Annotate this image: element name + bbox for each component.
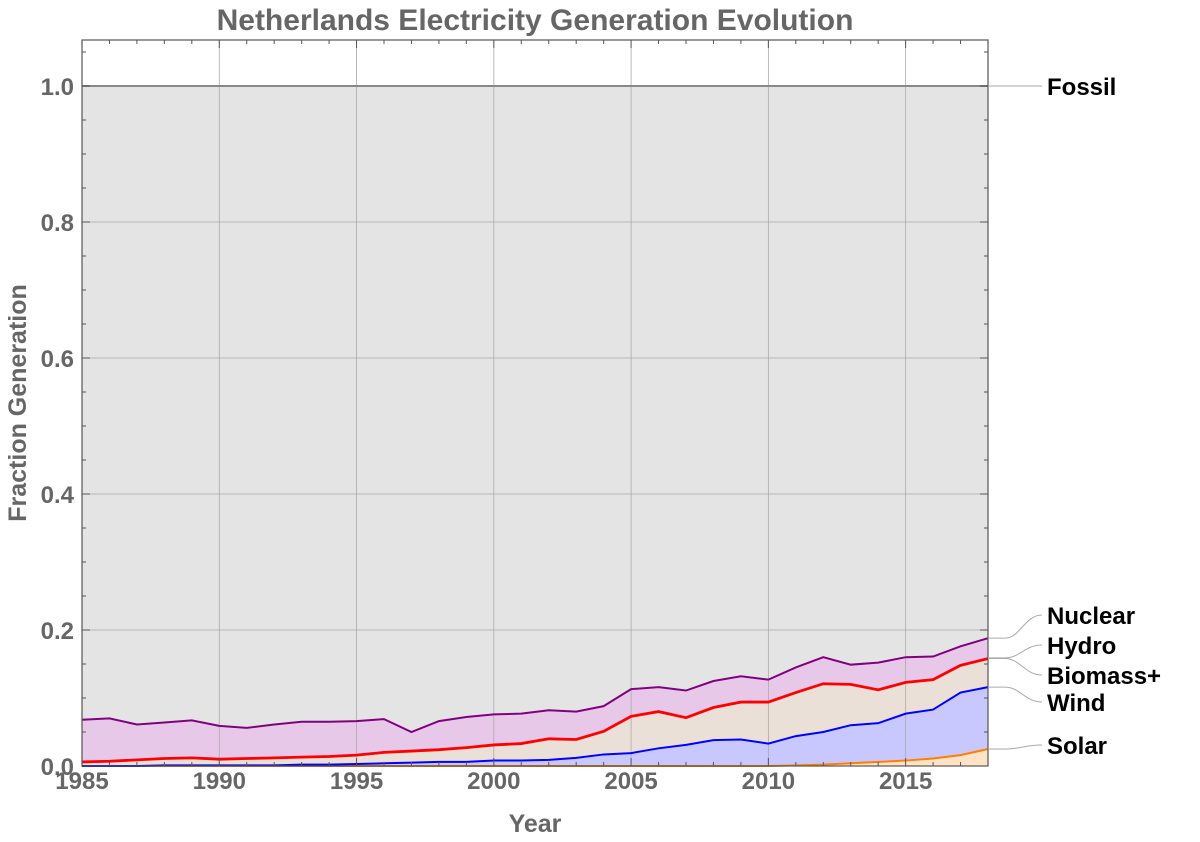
x-tick-label: 2005 <box>604 768 657 795</box>
area-solar <box>82 749 988 766</box>
area-biomass <box>82 658 988 766</box>
plot-frame <box>81 39 989 767</box>
leader-line-biomass <box>988 658 1043 676</box>
y-axis-label: Fraction Generation <box>4 284 32 522</box>
y-tick-label: 0.8 <box>41 210 74 237</box>
series-label-hydro: Hydro <box>1047 633 1116 660</box>
line-nuclear <box>81 637 989 734</box>
leader-line-nuclear <box>988 614 1043 639</box>
area-fossil <box>82 86 988 732</box>
line-wind <box>82 686 989 767</box>
series-label-wind: Wind <box>1047 690 1105 717</box>
x-tick-label: 2000 <box>467 768 520 795</box>
y-tick-label: 0.2 <box>41 618 74 645</box>
y-tick-label: 0.4 <box>41 482 75 509</box>
line-biomass <box>81 657 989 764</box>
x-axis-label: Year <box>509 810 562 838</box>
x-tick-label: 2015 <box>879 768 932 795</box>
leader-line-wind <box>988 686 1043 703</box>
y-tick-label: 0.6 <box>41 346 74 373</box>
area-wind <box>82 687 988 766</box>
series-label-biomass: Biomass+ <box>1047 663 1161 690</box>
chart-title: Netherlands Electricity Generation Evolu… <box>217 4 854 37</box>
area-nuclear <box>82 638 988 762</box>
series-label-fossil: Fossil <box>1047 74 1116 101</box>
series-label-nuclear: Nuclear <box>1047 603 1135 630</box>
x-tick-label: 1990 <box>193 768 246 795</box>
series-label-solar: Solar <box>1047 733 1107 760</box>
leader-line-hydro <box>988 644 1043 659</box>
leader-line-solar <box>988 744 1043 750</box>
y-tick-label: 0.0 <box>41 754 74 781</box>
y-tick-label: 1.0 <box>41 74 74 101</box>
x-tick-label: 1985 <box>55 768 108 795</box>
x-tick-label: 1995 <box>330 768 383 795</box>
x-tick-label: 2010 <box>742 768 795 795</box>
